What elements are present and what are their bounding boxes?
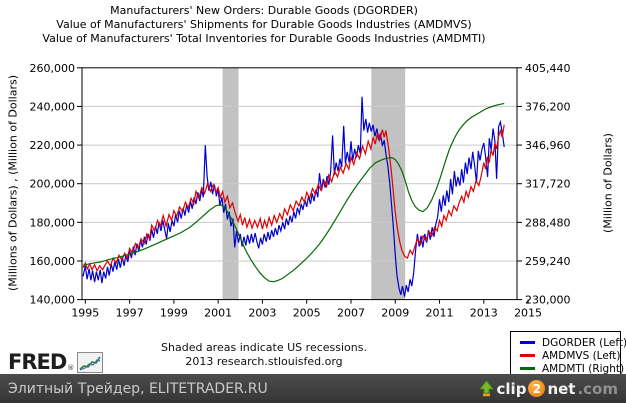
x-tick-label: 2009: [381, 307, 409, 320]
left-tick-label: 160,000: [30, 255, 76, 268]
legend-item-amdmti: AMDMTI (Right): [520, 362, 624, 375]
x-tick-label: 1999: [160, 307, 188, 320]
legend-label-amdmvs: AMDMVS (Left): [542, 349, 621, 362]
legend-item-dgorder: DGORDER (Left): [520, 336, 626, 349]
chart-title-line3: Value of Manufacturers' Total Inventorie…: [42, 32, 486, 45]
chart-title: Manufacturers' New Orders: Durable Goods…: [0, 4, 528, 46]
left-tick-label: 140,000: [30, 294, 76, 307]
chart-title-line1: Manufacturers' New Orders: Durable Goods…: [110, 4, 418, 17]
left-tick-label: 240,000: [30, 100, 76, 113]
clip2net-net-text: net: [547, 379, 576, 398]
left-axis-label: (Millions of Dollars) , (Million of Doll…: [6, 74, 20, 292]
amdmvs-line-swatch: [520, 354, 535, 357]
chart-title-line2: Value of Manufacturers' Shipments for Du…: [56, 18, 472, 31]
chart-plot: 260,000 240,000 220,000 200,000 180,000 160,0…: [30, 62, 571, 320]
right-tick-label: 376,200: [525, 100, 571, 113]
left-tick-label: 180,000: [30, 216, 76, 229]
x-tick-label: 1997: [116, 307, 144, 320]
x-tick-label: 2007: [337, 307, 365, 320]
x-tick-label: 2013: [470, 307, 498, 320]
left-tick-label: 200,000: [30, 178, 76, 191]
series-dgorder: [82, 96, 505, 297]
left-tick-label: 220,000: [30, 139, 76, 152]
left-tick-label: 260,000: [30, 62, 76, 75]
x-tick-label: 2003: [248, 307, 276, 320]
capture-bar: Элитный Трейдер, ELITETRADER.RU clip 2 n…: [0, 374, 626, 403]
amdmti-line-swatch: [520, 367, 535, 370]
clip2net-logo: clip 2 net .com: [478, 380, 618, 398]
fred-logo: FRED ®: [8, 350, 104, 374]
x-tick-label: 2011: [426, 307, 454, 320]
footer-note: Shaded areas indicate US recessions. 201…: [0, 341, 528, 369]
x-tick-label: 1995: [71, 307, 99, 320]
fred-wordmark: FRED: [8, 350, 67, 374]
right-axis-label: (Million of Dollars): [601, 133, 615, 233]
right-tick-label: 288,480: [525, 216, 571, 229]
legend: DGORDER (Left) AMDMVS (Left) AMDMTI (Rig…: [510, 331, 626, 376]
elitetrader-caption: Элитный Трейдер, ELITETRADER.RU: [8, 380, 268, 397]
legend-label-dgorder: DGORDER (Left): [542, 336, 626, 349]
x-tick-label: 2001: [204, 307, 232, 320]
x-tick-label: 2015: [514, 307, 542, 320]
legend-label-amdmti: AMDMTI (Right): [542, 362, 625, 375]
series-amdmti: [82, 102, 505, 283]
registered-mark: ®: [67, 364, 75, 372]
dgorder-line-swatch: [520, 341, 535, 344]
upload-arrow-icon: [478, 380, 494, 397]
right-tick-label: 346,960: [525, 139, 571, 152]
fred-sparkline-icon: [77, 351, 104, 373]
right-tick-label: 259,240: [525, 255, 571, 268]
clip2net-com-text: .com: [577, 379, 618, 398]
recession-note: Shaded areas indicate US recessions.: [161, 341, 367, 354]
right-tick-label: 405,440: [525, 62, 571, 75]
clip2net-two-badge: 2: [528, 380, 546, 397]
clip2net-clip-text: clip: [496, 379, 527, 398]
right-tick-label: 230,000: [525, 294, 571, 307]
source-note: 2013 research.stlouisfed.org: [185, 355, 343, 368]
right-tick-label: 317,720: [525, 178, 571, 191]
legend-item-amdmvs: AMDMVS (Left): [520, 349, 621, 362]
series-amdmvs: [82, 124, 505, 272]
x-tick-label: 2005: [293, 307, 321, 320]
